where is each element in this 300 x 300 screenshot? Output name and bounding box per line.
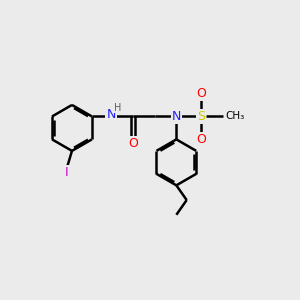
Text: I: I bbox=[64, 166, 68, 178]
Text: CH₃: CH₃ bbox=[226, 111, 245, 122]
Text: O: O bbox=[196, 133, 206, 146]
Text: O: O bbox=[196, 87, 206, 100]
Text: N: N bbox=[106, 109, 116, 122]
Text: N: N bbox=[172, 110, 181, 123]
Text: H: H bbox=[114, 103, 121, 112]
Text: O: O bbox=[128, 137, 138, 150]
Text: S: S bbox=[197, 110, 206, 123]
